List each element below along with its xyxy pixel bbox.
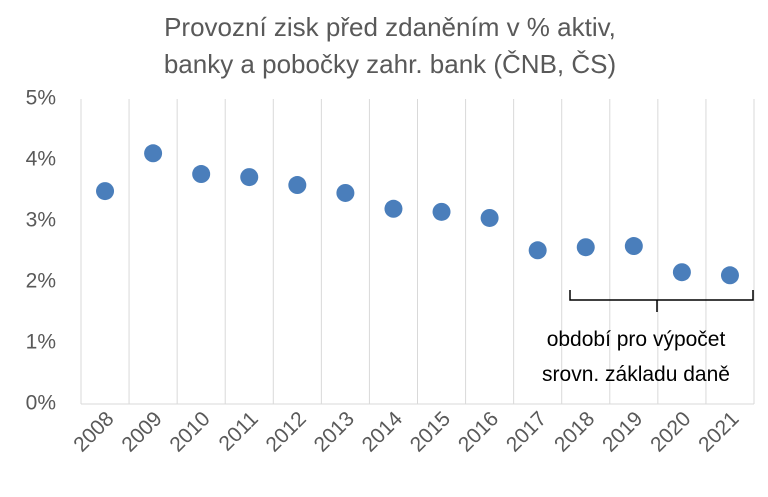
x-tick-label: 2010: [165, 407, 214, 456]
x-tick-label: 2020: [646, 407, 695, 456]
x-tick-label: 2019: [598, 407, 647, 456]
x-tick-label: 2012: [262, 407, 311, 456]
y-tick-label: 2%: [26, 270, 56, 293]
x-tick-label: 2021: [694, 407, 743, 456]
data-point: [576, 238, 595, 257]
data-point: [384, 199, 403, 218]
data-point: [288, 176, 307, 195]
x-tick-label: 2017: [502, 407, 551, 456]
data-point: [624, 237, 643, 256]
x-tick-label: 2011: [215, 407, 263, 455]
data-point: [480, 208, 499, 227]
data-point: [336, 183, 355, 202]
y-tick-label: 1%: [26, 331, 56, 354]
data-point: [192, 165, 211, 184]
data-point: [144, 144, 163, 163]
x-tick-label: 2018: [550, 407, 599, 456]
data-point: [672, 263, 691, 282]
y-tick-label: 0%: [26, 392, 56, 415]
x-tick-label: 2015: [406, 407, 455, 456]
chart-title: banky a pobočky zahr. bank (ČNB, ČS): [164, 49, 616, 79]
data-point: [720, 266, 739, 285]
bracket: [569, 290, 754, 312]
y-tick-label: 4%: [26, 148, 56, 171]
y-tick-label: 3%: [26, 209, 56, 232]
data-point: [96, 182, 115, 201]
y-tick-label: 5%: [26, 87, 56, 110]
chart-title: Provozní zisk před zdaněním v % aktiv,: [164, 12, 616, 42]
x-tick-label: 2014: [358, 407, 408, 457]
data-point: [528, 241, 547, 260]
annotation: srovn. základu daně: [542, 363, 730, 386]
data-point: [432, 202, 451, 221]
annotation: období pro výpočet: [547, 328, 726, 351]
x-tick-label: 2008: [69, 407, 118, 456]
x-tick-label: 2013: [310, 407, 359, 456]
x-tick-label: 2016: [454, 407, 503, 456]
x-tick-label: 2009: [117, 407, 166, 456]
data-point: [240, 168, 259, 187]
